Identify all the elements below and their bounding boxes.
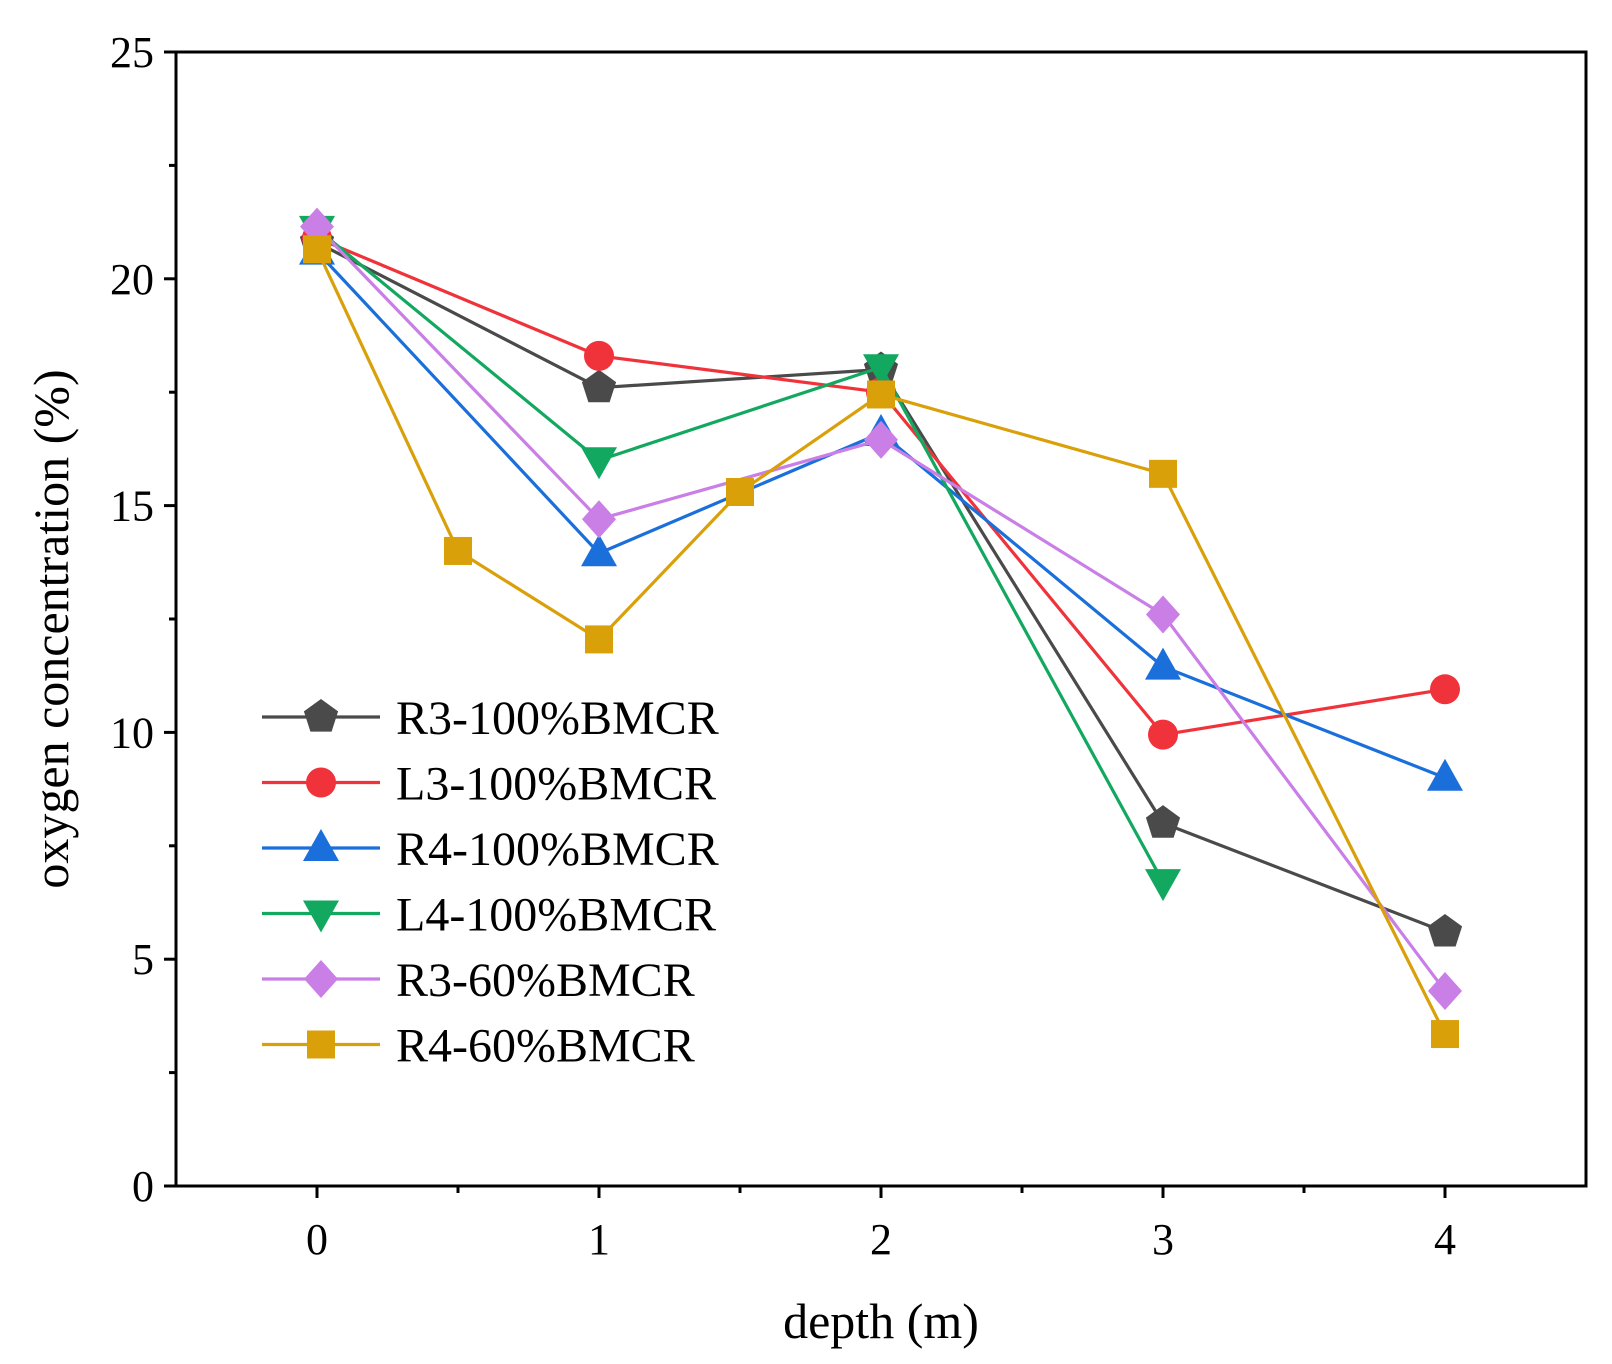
- data-point: [864, 420, 898, 459]
- data-point: [1427, 914, 1463, 947]
- y-tick-label: 0: [132, 1162, 154, 1211]
- legend-marker: [307, 1030, 335, 1059]
- legend: R3-100%BMCR L3-100%BMCR R4-100%BMCR L4-100%…: [262, 692, 719, 1073]
- x-tick-label: 0: [306, 1215, 328, 1264]
- legend-entry: R4-60%BMCR: [262, 1020, 695, 1073]
- x-tick-label: 3: [1152, 1215, 1174, 1264]
- legend-label: L4-100%BMCR: [396, 889, 716, 942]
- data-point: [726, 477, 754, 506]
- legend-label: R4-60%BMCR: [396, 1020, 695, 1073]
- x-axis-title: depth (m): [783, 1293, 979, 1349]
- data-point: [1431, 1020, 1459, 1049]
- series-2: [302, 222, 1460, 750]
- x-tick-label: 2: [870, 1215, 892, 1264]
- series-line: [315, 225, 1447, 992]
- data-point: [1145, 647, 1181, 680]
- data-point: [867, 380, 895, 409]
- data-point: [303, 235, 331, 264]
- legend-label: R4-100%BMCR: [396, 823, 719, 876]
- plot-frame: [174, 50, 1588, 1188]
- data-point: [1430, 674, 1460, 705]
- y-tick-label: 25: [110, 28, 154, 77]
- data-point: [1145, 805, 1181, 838]
- y-axis-title: oxygen concentration (%): [23, 369, 79, 888]
- data-point: [584, 340, 614, 371]
- data-point: [582, 500, 616, 539]
- series-line: [316, 236, 1446, 737]
- data-point: [581, 369, 617, 403]
- data-point: [1428, 972, 1462, 1010]
- ticks: 0 1 2 3 4 0 5 10 15 20 25: [110, 28, 1456, 1264]
- legend-label: R3-100%BMCR: [396, 692, 719, 745]
- y-tick-label: 20: [110, 255, 154, 304]
- data-point: [1148, 719, 1178, 750]
- legend-entry: R3-60%BMCR: [262, 954, 695, 1007]
- y-tick-label: 10: [110, 708, 154, 757]
- data-point: [581, 534, 617, 567]
- x-tick-label: 4: [1434, 1215, 1456, 1264]
- data-point: [863, 354, 899, 387]
- y-tick-label: 5: [132, 935, 154, 984]
- legend-marker: [304, 960, 338, 998]
- series-6: [303, 235, 1459, 1049]
- data-point: [1427, 758, 1463, 791]
- data-point: [444, 536, 472, 565]
- legend-marker: [303, 900, 339, 933]
- legend-entry: L4-100%BMCR: [262, 889, 716, 942]
- legend-marker: [303, 829, 339, 861]
- x-tick-label: 1: [588, 1215, 610, 1264]
- legend-label: R3-60%BMCR: [396, 954, 695, 1007]
- data-point: [1149, 459, 1177, 488]
- legend-label: L3-100%BMCR: [396, 758, 716, 811]
- axes: [174, 50, 1588, 1188]
- y-tick-label: 15: [110, 482, 154, 531]
- plot-series: [299, 207, 1463, 1049]
- series-line: [315, 227, 1165, 883]
- legend-marker: [303, 699, 339, 732]
- data-point: [1145, 869, 1181, 902]
- legend-marker: [306, 767, 336, 798]
- legend-entry: R4-100%BMCR: [262, 823, 719, 876]
- legend-entry: R3-100%BMCR: [262, 692, 719, 745]
- data-point: [581, 447, 617, 480]
- legend-entry: L3-100%BMCR: [262, 758, 716, 811]
- data-point: [585, 625, 613, 654]
- data-point: [1146, 595, 1180, 634]
